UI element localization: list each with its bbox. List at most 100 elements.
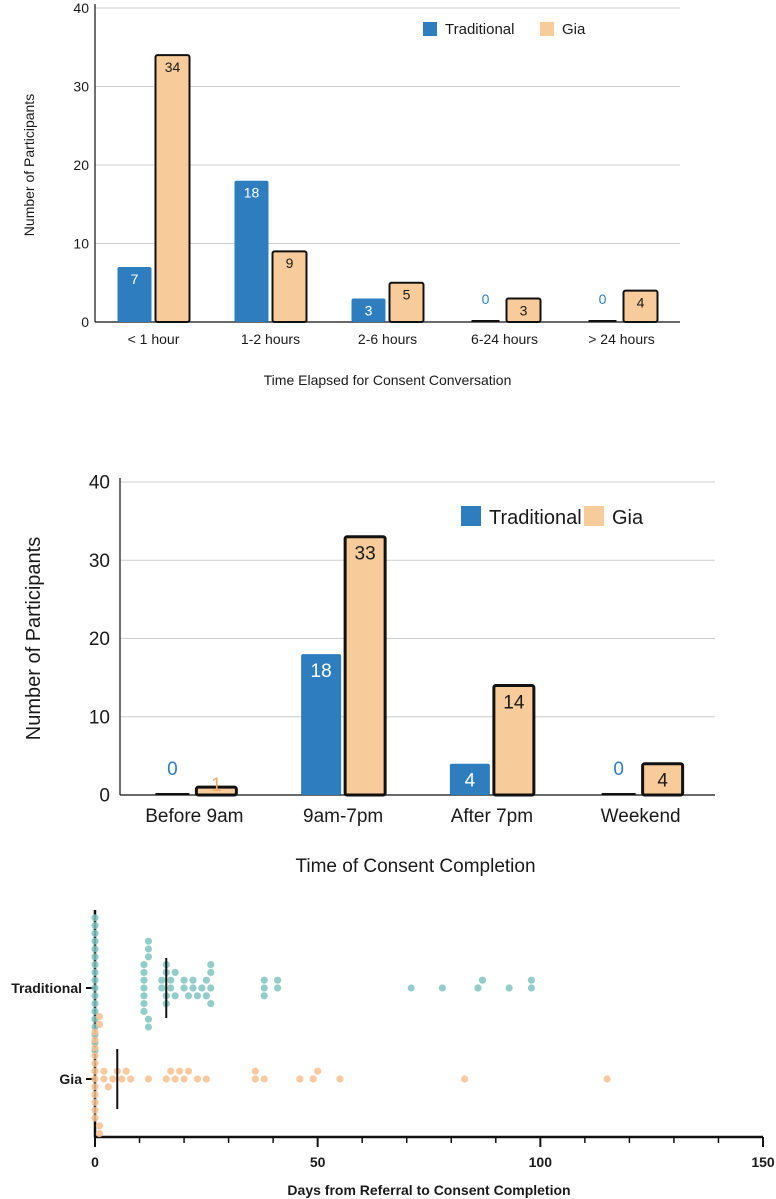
data-point-gia: [314, 1067, 322, 1075]
data-point-traditional: [144, 953, 153, 961]
data-point-gia: [251, 1067, 259, 1075]
data-point-traditional: [527, 984, 536, 992]
x-tick-label: 100: [529, 1154, 553, 1170]
bar-traditional-2: [449, 763, 490, 795]
x-tick-label: 9am-7pm: [303, 806, 383, 827]
data-label: 3: [365, 302, 373, 318]
data-point-gia: [122, 1067, 130, 1075]
legend-swatch-traditional: [423, 22, 437, 36]
bar-gia-4: [622, 289, 659, 324]
x-tick-label: 50: [310, 1154, 326, 1170]
bar-gia-1: [271, 250, 308, 324]
data-point-gia: [91, 1036, 99, 1044]
data-point-traditional: [144, 937, 153, 945]
data-point-gia: [91, 1028, 99, 1036]
data-point-traditional: [189, 976, 197, 984]
data-label: 18: [244, 185, 260, 201]
data-point-traditional: [438, 984, 446, 992]
data-point-traditional: [184, 992, 193, 1000]
data-point-gia: [91, 1083, 99, 1091]
data-point-traditional: [91, 968, 99, 977]
data-point-gia: [100, 1075, 108, 1083]
x-tick-label: Weekend: [601, 806, 681, 827]
data-point-traditional: [91, 1007, 99, 1016]
data-point-traditional: [91, 929, 99, 938]
data-point-traditional: [140, 1000, 148, 1008]
x-tick-label: < 1 hour: [128, 331, 180, 347]
y-category-label: Gia: [59, 1071, 82, 1087]
data-label: 7: [131, 271, 139, 287]
data-point-traditional: [140, 968, 148, 977]
data-label: 0: [613, 759, 624, 780]
data-point-gia: [118, 1075, 126, 1083]
data-point-traditional: [144, 945, 153, 953]
data-point-traditional: [207, 961, 215, 969]
x-axis-title: Time Elapsed for Consent Conversation: [264, 372, 512, 388]
y-tick-label: 0: [81, 314, 89, 330]
data-point-gia: [127, 1075, 135, 1083]
data-point-traditional: [140, 961, 148, 969]
data-label: 18: [311, 661, 332, 682]
data-point-traditional: [91, 945, 99, 953]
data-label: 3: [520, 302, 528, 318]
data-point-traditional: [273, 984, 282, 992]
data-point-traditional: [273, 976, 282, 984]
data-point-traditional: [193, 992, 202, 1000]
legend-swatch-gia: [584, 506, 604, 526]
data-point-traditional: [171, 968, 179, 977]
data-label: 34: [165, 59, 181, 75]
y-category-label: Traditional: [11, 980, 82, 996]
data-point-traditional: [140, 1007, 148, 1016]
x-tick-label: 1-2 hours: [241, 331, 300, 347]
data-point-gia: [260, 1075, 268, 1083]
legend-swatch-traditional: [461, 506, 481, 526]
data-point-gia: [91, 1044, 99, 1052]
data-point-traditional: [202, 992, 210, 1000]
x-tick-label: > 24 hours: [588, 331, 655, 347]
y-tick-label: 10: [73, 235, 89, 251]
bar-traditional-1: [301, 654, 342, 795]
data-point-traditional: [202, 976, 210, 984]
bar-gia-2: [388, 281, 425, 323]
x-tick-label: 0: [91, 1154, 99, 1170]
data-point-gia: [95, 1130, 104, 1138]
data-point-traditional: [474, 984, 482, 992]
data-label: 1: [211, 775, 222, 796]
data-point-traditional: [158, 976, 166, 984]
data-label: 33: [355, 544, 376, 565]
x-tick-label: Before 9am: [145, 806, 243, 827]
data-point-traditional: [140, 992, 148, 1000]
data-point-gia: [309, 1075, 317, 1083]
data-point-gia: [603, 1075, 611, 1083]
data-point-gia: [91, 1067, 99, 1075]
data-point-traditional: [140, 976, 148, 984]
legend-swatch-gia: [540, 22, 554, 36]
y-tick-label: 20: [89, 629, 110, 650]
bar-gia-3: [641, 762, 685, 797]
data-point-traditional: [171, 992, 179, 1000]
data-point-gia: [91, 1059, 99, 1067]
data-point-traditional: [91, 976, 99, 984]
data-point-gia: [176, 1067, 184, 1075]
data-point-gia: [162, 1075, 170, 1083]
data-point-traditional: [91, 953, 99, 961]
data-point-traditional: [260, 976, 268, 984]
legend-label-gia: Gia: [562, 21, 586, 38]
data-point-traditional: [527, 976, 536, 984]
data-point-gia: [180, 1075, 188, 1083]
data-point-traditional: [91, 922, 99, 930]
data-point-traditional: [505, 984, 513, 992]
bar-traditional-2: [351, 298, 386, 322]
data-point-gia: [251, 1075, 259, 1083]
data-point-gia: [296, 1075, 304, 1083]
legend-label-traditional: Traditional: [489, 507, 582, 529]
data-point-traditional: [140, 984, 148, 992]
data-point-traditional: [91, 992, 99, 1000]
data-point-traditional: [167, 984, 175, 992]
x-axis-title: Time of Consent Completion: [295, 856, 535, 877]
data-point-traditional: [407, 984, 415, 992]
x-tick-label: 6-24 hours: [471, 331, 538, 347]
